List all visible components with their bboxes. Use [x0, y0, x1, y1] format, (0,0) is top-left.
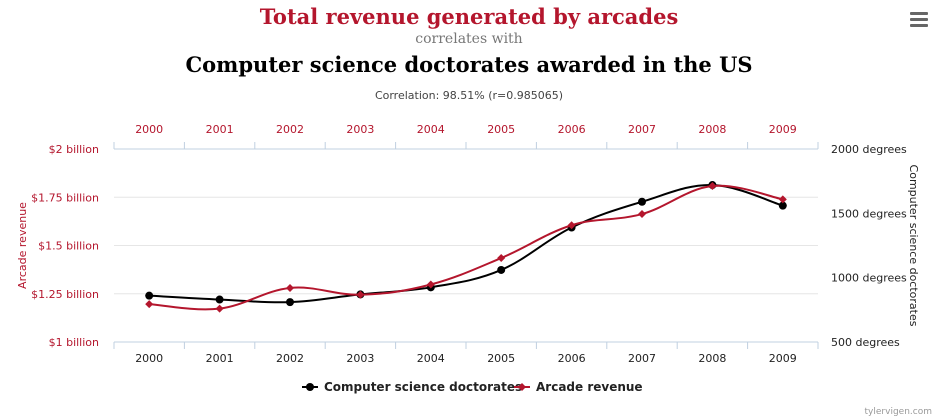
data-point: [145, 291, 154, 300]
left-y-tick-label: $1.25 billion: [31, 288, 99, 301]
bottom-x-tick-label: 2003: [346, 352, 374, 365]
data-point: [426, 280, 435, 289]
bottom-x-tick-label: 2005: [487, 352, 515, 365]
data-point: [778, 201, 787, 210]
legend: Computer science doctorates Arcade revenu…: [302, 380, 643, 394]
chart-title-primary: Total revenue generated by arcades: [259, 4, 679, 29]
data-point: [497, 254, 506, 263]
data-point: [778, 195, 787, 204]
bottom-x-tick-label: 2002: [276, 352, 304, 365]
bottom-x-tick-label: 2004: [417, 352, 445, 365]
axes: 2000 2000 2001 2001 2002 2002 2003 2003 2004 2004…: [16, 123, 920, 365]
chart-title-connector: correlates with: [415, 31, 523, 47]
data-point: [708, 182, 717, 191]
right-y-tick-label: 2000 degrees: [831, 143, 907, 156]
right-y-tick-label: 500 degrees: [831, 336, 900, 349]
bottom-x-tick-label: 2007: [628, 352, 656, 365]
top-x-tick-label: 2000: [135, 123, 163, 136]
right-y-tick-label: 1500 degrees: [831, 207, 907, 220]
bottom-x-tick-label: 2000: [135, 352, 163, 365]
legend-marker-diamond: [518, 383, 526, 391]
top-x-tick-label: 2008: [698, 123, 726, 136]
data-point: [356, 290, 365, 299]
gridlines: [114, 148, 818, 343]
series-layer: [145, 181, 787, 313]
left-y-tick-label: $2 billion: [49, 143, 99, 156]
data-point: [497, 265, 506, 274]
data-point: [215, 304, 224, 313]
right-y-tick-label: 1000 degrees: [831, 272, 907, 285]
top-x-tick-label: 2005: [487, 123, 515, 136]
series-computer-science-doctorates: [145, 181, 787, 307]
top-x-tick-label: 2009: [769, 123, 797, 136]
series-line: [149, 184, 784, 304]
data-point: [638, 197, 646, 206]
series-line: [149, 184, 783, 311]
right-axis-title: Computer science doctorates: [907, 165, 920, 327]
data-point: [286, 283, 294, 292]
legend-label: Arcade revenue: [536, 380, 643, 394]
left-y-tick-label: $1 billion: [49, 336, 99, 349]
bottom-x-tick-label: 2001: [206, 352, 234, 365]
left-axis-title: Arcade revenue: [16, 202, 29, 289]
left-y-tick-label: $1.75 billion: [31, 191, 99, 204]
data-point: [567, 221, 576, 230]
data-point: [215, 295, 224, 304]
legend-item[interactable]: Computer science doctorates: [302, 380, 522, 394]
legend-label: Computer science doctorates: [324, 380, 522, 394]
legend-marker-circle: [306, 383, 314, 391]
hamburger-menu-icon[interactable]: [910, 12, 928, 28]
data-point: [286, 298, 294, 307]
series-arcade-revenue: [145, 182, 787, 313]
data-point: [638, 210, 646, 219]
top-x-tick-label: 2006: [558, 123, 586, 136]
bottom-x-tick-label: 2009: [769, 352, 797, 365]
bottom-x-tick-label: 2008: [698, 352, 726, 365]
top-x-tick-label: 2003: [346, 123, 374, 136]
legend-item[interactable]: Arcade revenue: [514, 380, 643, 394]
credit-text: tylervigen.com: [864, 407, 932, 417]
chart-title-secondary: Computer science doctorates awarded in t…: [185, 52, 753, 77]
top-x-tick-label: 2002: [276, 123, 304, 136]
data-point: [145, 300, 154, 309]
top-x-tick-label: 2007: [628, 123, 656, 136]
correlation-subtitle: Correlation: 98.51% (r=0.985065): [374, 89, 564, 102]
top-x-tick-label: 2001: [206, 123, 234, 136]
top-x-tick-label: 2004: [417, 123, 445, 136]
left-y-tick-label: $1.5 billion: [38, 240, 99, 253]
bottom-x-tick-label: 2006: [558, 352, 586, 365]
